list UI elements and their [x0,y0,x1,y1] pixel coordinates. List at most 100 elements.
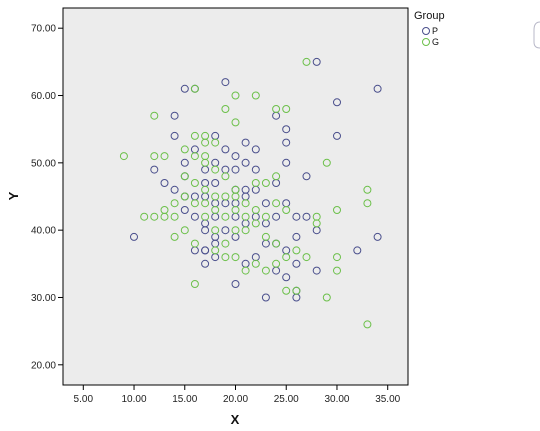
data-point-g [322,293,331,302]
data-point-p [180,206,189,214]
data-point-p [231,280,240,288]
data-point-p [180,158,189,167]
data-point-p [221,145,230,154]
x-tick-label: 35.00 [375,394,400,405]
data-point-p [261,293,270,302]
data-point-g [272,105,281,113]
data-point-g [201,212,210,221]
data-point-g [190,280,199,288]
x-tick-label: 15.00 [172,394,197,405]
data-point-g [201,199,210,208]
data-point-g [221,172,230,181]
data-point-p [292,232,301,241]
data-point-g [190,84,199,93]
data-point-g [221,253,230,262]
data-point-g [272,172,281,181]
y-tick-label: 70.00 [31,24,56,35]
data-point-g [160,212,169,221]
data-point-g [190,239,199,248]
data-point-p [282,273,291,282]
x-tick-label: 5.00 [74,394,94,405]
data-point-g [251,179,260,187]
y-tick-label: 50.00 [31,158,56,169]
data-point-p [373,232,382,241]
data-point-g [312,219,321,228]
data-point-g [241,226,250,235]
data-point-g [322,158,331,167]
data-point-p [130,232,138,241]
data-point-g [282,206,291,214]
data-point-g [221,192,230,201]
data-point-p [241,138,250,147]
data-point-g [231,118,240,127]
data-point-g [231,206,240,214]
data-point-p [170,185,179,194]
data-point-g [363,320,372,329]
data-point-p [221,226,230,235]
data-point-g [251,259,260,268]
data-point-g [150,111,159,120]
data-point-g [363,199,372,208]
data-point-p [373,84,382,93]
x-tick-label: 10.00 [122,394,147,405]
legend: Group P G [414,10,445,47]
data-point-p [292,259,301,268]
data-point-g [231,226,240,235]
data-point-g [201,158,210,167]
data-point-g [241,199,250,208]
x-tick-label: 30.00 [324,394,349,405]
data-point-g [180,226,189,235]
data-point-p [241,158,250,167]
data-point-g [211,192,220,201]
data-point-g [170,232,179,241]
legend-label-p: P [432,26,438,36]
x-tick-label: 20.00 [223,394,248,405]
data-point-g [261,266,270,275]
data-point-p [302,172,311,181]
legend-marker-p [422,27,430,35]
data-point-p [251,165,260,174]
data-point-g [251,91,260,100]
data-point-g [190,179,199,187]
data-point-p [333,131,341,140]
data-point-g [272,259,281,268]
data-point-p [231,152,240,161]
data-point-g [180,172,189,181]
data-point-g [190,152,199,161]
data-point-g [211,165,220,174]
data-point-g [221,239,230,248]
data-point-p [251,145,260,154]
data-point-p [272,212,281,221]
y-tick-label: 60.00 [31,91,56,102]
data-point-g [190,199,199,208]
data-point-g [241,212,250,221]
data-point-g [261,179,270,187]
data-point-g [170,212,179,221]
x-axis-title: X [231,412,240,427]
data-point-g [211,138,220,147]
data-point-p [282,158,291,167]
data-point-p [180,84,189,93]
data-point-p [201,226,210,235]
data-point-g [221,212,230,221]
data-point-p [201,246,210,255]
data-point-g [272,199,281,208]
y-axis-title: Y [6,191,21,200]
data-point-g [180,145,189,154]
data-point-g [333,206,341,214]
data-point-g [251,206,260,214]
data-point-p [312,266,321,275]
x-tick-label: 25.00 [274,394,299,405]
window-corner-handle[interactable] [533,21,540,49]
data-point-g [180,192,189,201]
data-point-p [170,131,179,140]
data-point-g [231,192,240,201]
data-point-g [231,91,240,100]
data-point-g [282,253,291,262]
data-point-g [302,57,311,66]
data-point-g [302,253,311,262]
data-point-p [211,179,220,187]
legend-title: Group [414,10,445,22]
data-point-g [150,212,159,221]
